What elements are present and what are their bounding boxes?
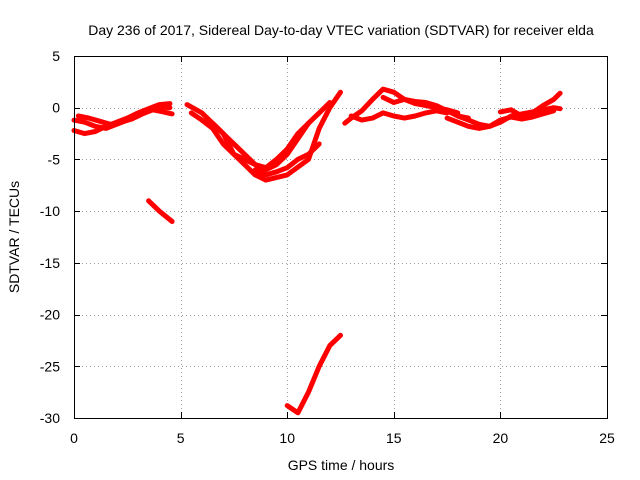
series-line-track-8 <box>252 141 322 178</box>
series-line-track-9 <box>284 332 343 416</box>
chart-title: Day 236 of 2017, Sidereal Day-to-day VTE… <box>88 22 594 38</box>
series-line-track-15 <box>497 90 563 119</box>
series-group <box>71 86 563 416</box>
y-tick-label: -5 <box>48 151 61 167</box>
x-tick-label: 0 <box>70 430 78 446</box>
series-line-track-3 <box>75 107 175 127</box>
series-line-track-7 <box>210 100 333 173</box>
x-tick-label: 5 <box>177 430 185 446</box>
y-axis-label: SDTVAR / TECUs <box>6 181 22 293</box>
x-tick-label: 25 <box>599 430 615 446</box>
plot-frame <box>74 56 608 419</box>
y-tick-label: -25 <box>40 358 60 374</box>
axis-ticks: 0 5 10 15 20 25 5 0 -5 -10 -15 -20 -25 -30 <box>40 48 615 446</box>
x-tick-label: 10 <box>279 430 295 446</box>
y-tick-label: -10 <box>40 203 60 219</box>
x-tick-label: 20 <box>493 430 509 446</box>
y-tick-label: 5 <box>52 48 60 64</box>
series-line-track-12 <box>380 94 471 121</box>
x-tick-label: 15 <box>386 430 402 446</box>
series-line-track-11 <box>348 108 450 123</box>
y-tick-label: -15 <box>40 255 60 271</box>
x-axis-label: GPS time / hours <box>288 457 395 473</box>
series-line-track-14 <box>444 108 557 131</box>
y-tick-label: -20 <box>40 307 60 323</box>
y-tick-label: -30 <box>40 410 60 426</box>
series-line-track-4 <box>146 198 175 224</box>
y-tick-label: 0 <box>52 100 60 116</box>
